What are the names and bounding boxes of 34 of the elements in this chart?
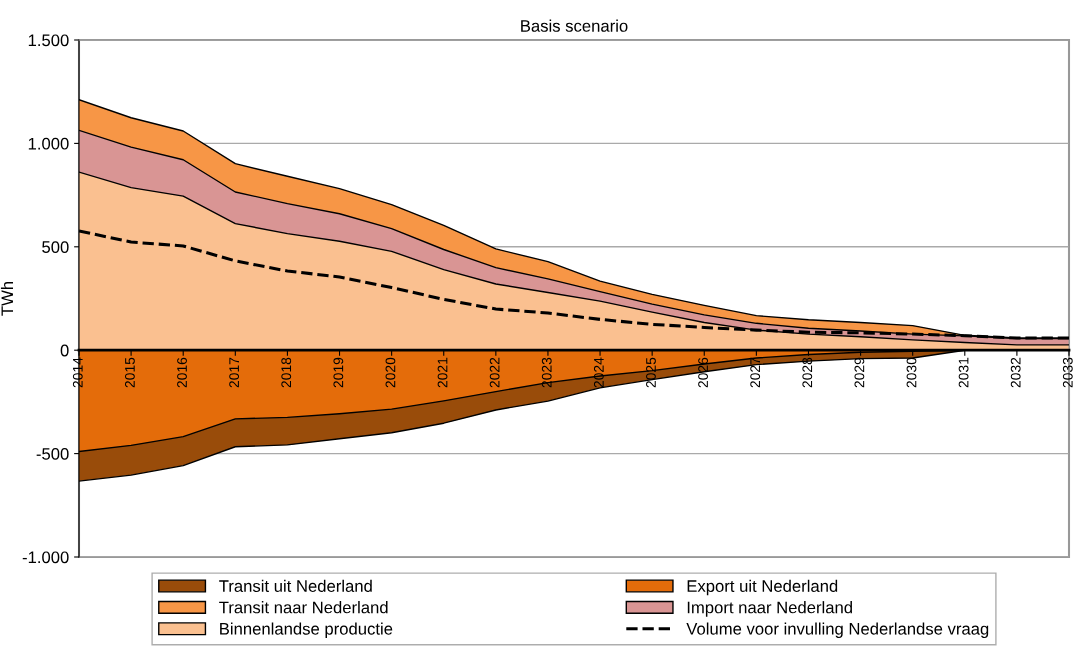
legend-label: Binnenlandse productie: [220, 622, 393, 639]
y-tick-label: 0: [60, 344, 69, 357]
x-tick-label: 2018: [281, 357, 292, 388]
x-tick-label: 2015: [125, 357, 135, 388]
x-tick-label: 2014: [72, 357, 83, 388]
y-tick-label: -1.000: [22, 551, 69, 564]
x-tick-label: 2033: [1062, 357, 1073, 388]
y-tick-label: 500: [42, 241, 69, 253]
x-tick-label: 2032: [1010, 357, 1021, 388]
x-tick-label: 2029: [854, 357, 865, 388]
x-tick-label: 2017: [229, 357, 240, 388]
x-tick-label: 2028: [802, 357, 813, 388]
legend-label: Transit naar Nederland: [219, 601, 388, 614]
chart-title: Basis scenario: [521, 19, 628, 32]
y-axis-title: TWh: [0, 281, 14, 316]
x-tick-label: 2030: [906, 357, 917, 388]
x-tick-label: 2016: [177, 357, 187, 388]
y-tick-label: 1.000: [28, 137, 69, 150]
x-tick-label: 2031: [958, 357, 969, 388]
legend-label: Export uit Nederland: [687, 579, 838, 596]
legend-label: Transit uit Nederland: [219, 579, 372, 592]
legend-label: Volume voor invulling Nederlandse vraag: [686, 622, 989, 639]
x-tick-label: 2024: [593, 357, 604, 388]
x-tick-label: 2026: [698, 357, 708, 388]
legend-label: Import naar Nederland: [687, 601, 852, 617]
y-tick-label: 1.500: [28, 34, 69, 47]
x-tick-label: 2025: [646, 357, 656, 388]
x-tick-label: 2027: [750, 357, 761, 388]
x-tick-label: 2020: [385, 357, 396, 388]
x-tick-label: 2022: [489, 357, 500, 388]
x-tick-label: 2023: [541, 357, 552, 388]
y-tick-label: -500: [36, 448, 69, 460]
x-tick-label: 2019: [333, 357, 344, 388]
x-tick-label: 2021: [437, 357, 448, 388]
